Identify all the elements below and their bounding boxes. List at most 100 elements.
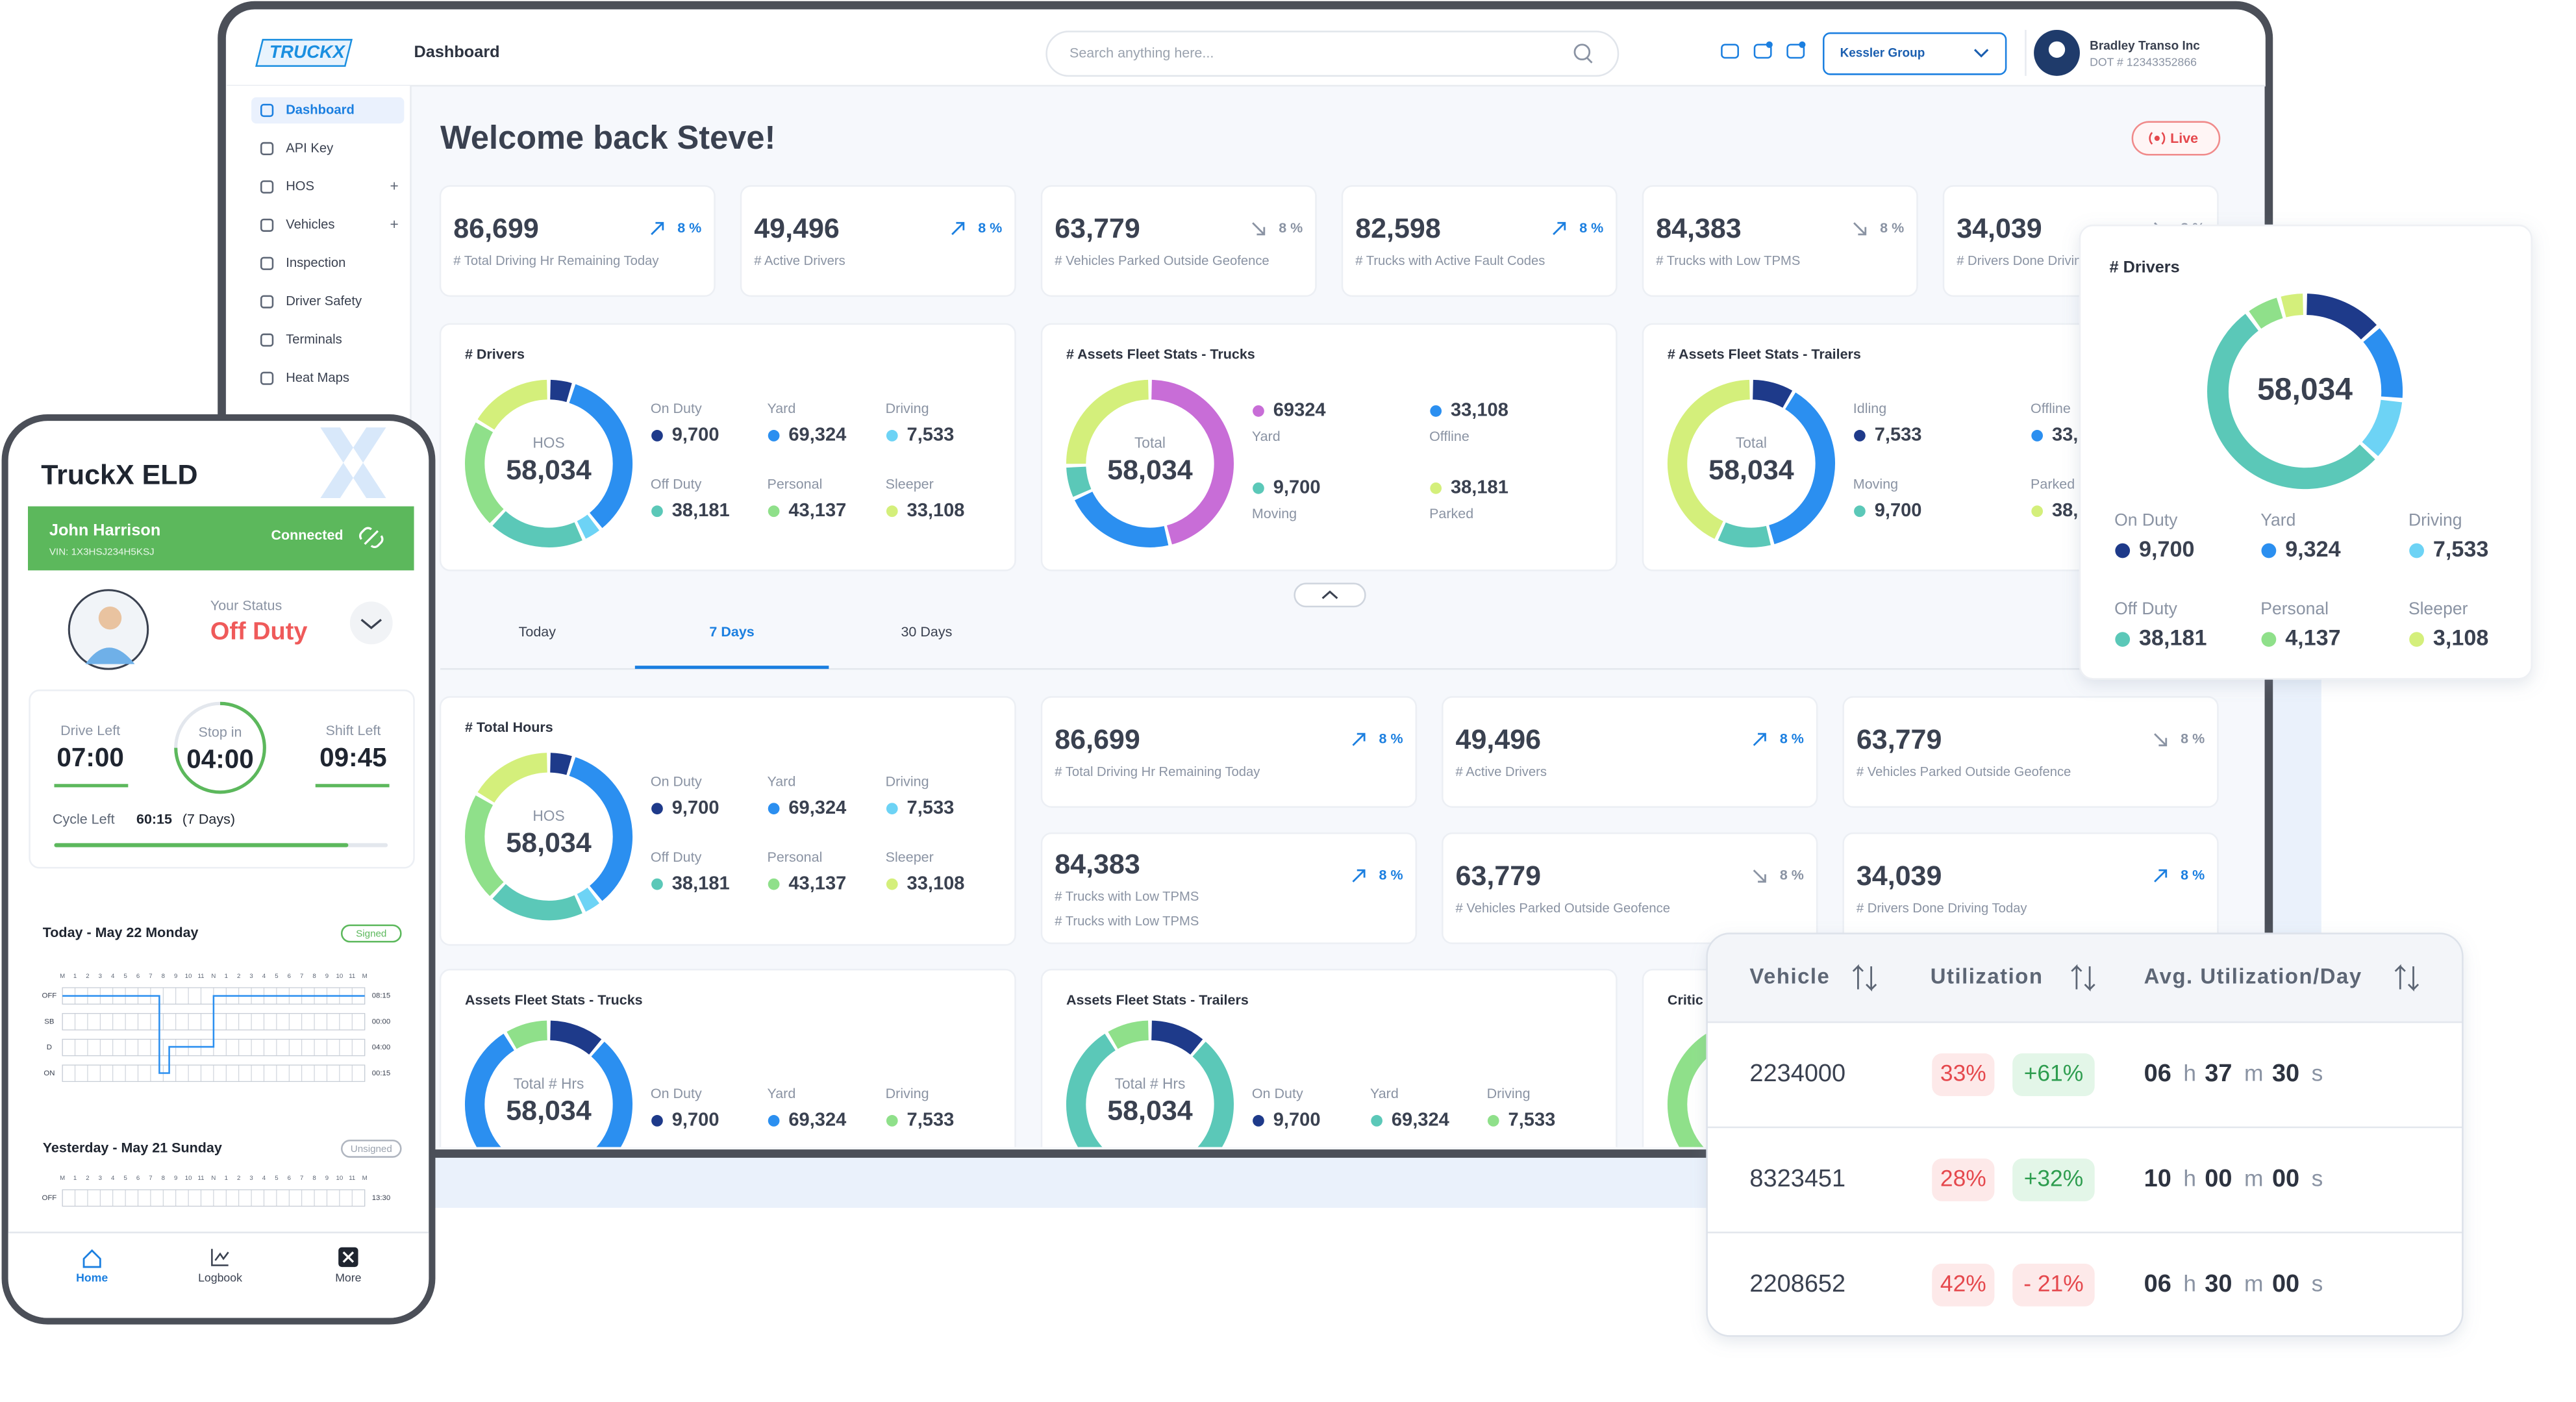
kpi-value: 49,496	[754, 213, 840, 244]
legend-value: 9,700	[672, 797, 719, 818]
donut-center-value: 58,034	[506, 455, 592, 486]
connection-status: Connected	[271, 527, 343, 543]
collapse-button[interactable]	[1294, 582, 1366, 608]
utilization-pill	[1932, 1264, 1995, 1307]
hour-label: 4	[111, 1175, 115, 1182]
legend-value: 69,324	[788, 425, 847, 445]
nav-icon	[260, 218, 274, 232]
log-badge-label: Signed	[356, 929, 386, 940]
nav-tab[interactable]: Home	[76, 1271, 108, 1284]
donut-segment	[1151, 1020, 1203, 1055]
kpi-value: 86,699	[453, 213, 539, 244]
legend-dot	[1253, 405, 1264, 417]
legend-label: Off Duty	[651, 849, 702, 865]
avatar	[2048, 41, 2066, 58]
nav-expand[interactable]: +	[390, 177, 399, 194]
nav-tab[interactable]: More	[335, 1271, 361, 1284]
hour-label: 7	[149, 1175, 152, 1182]
legend-value: 69,324	[1392, 1110, 1450, 1131]
tab[interactable]: 7 Days	[709, 624, 754, 640]
search-input[interactable]: Search anything here...	[1069, 45, 1214, 60]
page-title: Dashboard	[414, 43, 500, 61]
legend-value: 7,533	[1875, 425, 1922, 445]
header-icon[interactable]	[1786, 41, 1806, 59]
legend-label: Parked	[1429, 506, 1473, 521]
nav-item[interactable]: Heat Maps	[286, 371, 349, 385]
icon	[1786, 44, 1805, 59]
vin: VIN: 1X3HSJ234H5KSJ	[49, 547, 155, 558]
trend-arrow	[2154, 733, 2168, 747]
change-pill	[2012, 1158, 2095, 1201]
table-card	[1707, 933, 2463, 1336]
nav-icon	[260, 257, 274, 270]
kpi-label: # Total Driving Hr Remaining Today	[453, 254, 659, 268]
donut-segment	[1768, 392, 1835, 544]
nav-item[interactable]: API Key	[286, 141, 334, 155]
timer-value: 09:45	[319, 742, 387, 772]
hour-label: M	[60, 973, 65, 980]
header-icon[interactable]	[1753, 41, 1773, 59]
column-header[interactable]: Avg. Utilization/Day	[2144, 964, 2362, 988]
trend-arrow	[1753, 870, 1766, 883]
kpi-label: # Active Drivers	[1456, 765, 1547, 779]
nav-expand[interactable]: +	[390, 216, 399, 232]
trend-arrow	[1252, 222, 1266, 236]
kpi-value: 34,039	[1857, 860, 1942, 892]
live-icon	[2149, 132, 2166, 145]
donut-segment	[492, 884, 582, 921]
header-icon[interactable]	[1721, 44, 1739, 59]
org-select-label[interactable]: Kessler Group	[1840, 47, 1925, 60]
nav-item[interactable]: Vehicles	[286, 218, 334, 232]
column-header[interactable]: Vehicle	[1749, 964, 1830, 988]
tab[interactable]: Today	[519, 624, 556, 640]
log-row-total: 04:00	[372, 1044, 390, 1051]
hour-label: N	[211, 1175, 216, 1182]
tab[interactable]: 30 Days	[901, 624, 952, 640]
kpi-value: 82,598	[1355, 213, 1441, 244]
nav-item[interactable]: Terminals	[286, 332, 342, 347]
trend-arrow	[1753, 732, 1766, 746]
stat-card	[1040, 968, 1618, 1147]
driver-bar	[28, 506, 414, 571]
nav-item[interactable]: Inspection	[286, 256, 345, 270]
legend-value: 33,108	[907, 500, 965, 521]
legend-value: 9,700	[1875, 500, 1922, 521]
stat-card	[439, 968, 1016, 1147]
time-value: 30	[2272, 1060, 2299, 1087]
time-unit: h	[2183, 1165, 2196, 1191]
legend-value: 69324	[1273, 400, 1327, 421]
trend-arrow	[651, 221, 664, 235]
legend-value: 33,108	[1451, 400, 1508, 421]
hour-label: 8	[312, 1175, 316, 1182]
column-header[interactable]: Utilization	[1931, 964, 2044, 988]
utilization-change: +32%	[2024, 1165, 2084, 1191]
kpi-label: # Vehicles Parked Outside Geofence	[1857, 765, 2071, 779]
card-title: # Assets Fleet Stats - Trailers	[1668, 347, 1861, 362]
legend-dot	[768, 505, 780, 518]
link-icon	[359, 527, 384, 548]
trend-arrow	[1352, 869, 1366, 883]
kpi-card	[1642, 185, 1918, 297]
card-title: Assets Fleet Stats - Trailers	[1066, 992, 1249, 1008]
driver-avatar	[98, 607, 122, 630]
utilization: 28%	[1940, 1165, 1986, 1191]
time-unit: m	[2244, 1165, 2264, 1191]
nav-item[interactable]: Dashboard	[286, 103, 355, 117]
legend-dot	[1430, 482, 1442, 494]
donut-segment	[477, 379, 548, 431]
time-value: 10	[2144, 1165, 2171, 1192]
legend-dot	[886, 505, 898, 518]
timers-card	[29, 689, 415, 869]
nav-item[interactable]: Driver Safety	[286, 294, 362, 308]
progress-fill	[54, 843, 349, 847]
nav-tab[interactable]: Logbook	[198, 1271, 242, 1284]
nav-item[interactable]: HOS	[286, 179, 314, 194]
legend-label: On Duty	[651, 773, 702, 789]
search-icon	[1573, 44, 1591, 60]
log-day: Today - May 22 Monday	[43, 925, 199, 940]
status-toggle[interactable]	[349, 601, 393, 645]
stat-card	[1040, 323, 1618, 571]
kpi-card	[1442, 695, 1818, 808]
log-badge-label: Unsigned	[351, 1144, 392, 1155]
donut-center-value: 58,034	[506, 1095, 592, 1127]
